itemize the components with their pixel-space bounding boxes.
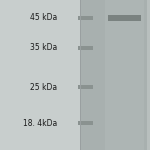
Bar (80, 0, 81, 150)
Bar (108, 15, 141, 21)
Bar (78, 121, 93, 125)
Bar (105, 0, 144, 150)
Text: 45 kDa: 45 kDa (30, 14, 57, 22)
Bar (0, 0, 80, 150)
Bar (78, 46, 93, 50)
Text: 35 kDa: 35 kDa (30, 44, 57, 52)
Bar (78, 16, 93, 20)
Bar (78, 85, 93, 89)
Text: 18. 4kDa: 18. 4kDa (23, 118, 57, 127)
Bar (80, 0, 147, 150)
Text: 25 kDa: 25 kDa (30, 82, 57, 91)
